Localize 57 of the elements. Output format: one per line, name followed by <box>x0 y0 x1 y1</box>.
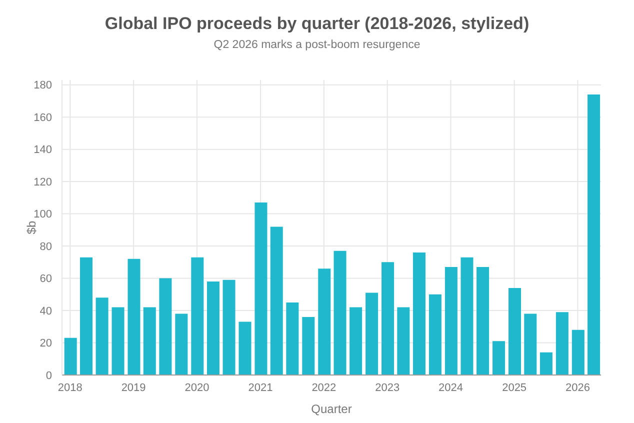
bar <box>254 202 268 375</box>
bar <box>80 257 92 375</box>
x-tick-label: 2019 <box>121 382 146 394</box>
y-tick-label: 180 <box>34 80 52 92</box>
bar <box>460 257 474 375</box>
bar <box>572 330 584 375</box>
bar <box>191 257 204 375</box>
bar <box>350 307 362 375</box>
bar <box>286 302 299 375</box>
y-tick-label: 60 <box>40 273 52 286</box>
bar <box>64 338 77 375</box>
y-tick-label: 20 <box>40 338 52 350</box>
x-tick-label: 2026 <box>565 382 590 394</box>
bar <box>270 226 283 375</box>
bar <box>412 252 426 375</box>
x-tick-label: 2025 <box>502 382 527 394</box>
bar <box>540 352 552 375</box>
bar <box>556 312 568 375</box>
bar <box>175 314 188 375</box>
x-tick-label: 2018 <box>58 382 82 394</box>
bar <box>238 322 252 375</box>
bar <box>492 341 506 375</box>
y-tick-label: 140 <box>34 144 52 156</box>
bar <box>428 294 442 375</box>
bar <box>524 314 537 375</box>
bar <box>397 307 410 375</box>
bar <box>366 292 378 375</box>
bar <box>444 266 458 375</box>
chart-title: Global IPO proceeds by quarter (2018-2026, stylized) <box>104 13 530 35</box>
bar <box>96 298 108 375</box>
bar <box>112 307 124 375</box>
bar <box>143 307 156 375</box>
bar <box>476 266 490 375</box>
y-axis-title: $b <box>24 220 38 234</box>
y-tick-label: 160 <box>34 112 52 124</box>
x-tick-label: 2021 <box>248 382 273 394</box>
bar <box>382 262 394 375</box>
bar <box>128 258 140 375</box>
x-tick-label: 2024 <box>438 382 463 394</box>
x-tick-label: 2023 <box>375 382 400 394</box>
bar <box>508 288 522 375</box>
x-tick-label: 2020 <box>184 382 210 394</box>
bar <box>334 250 346 375</box>
y-tick-label: 0 <box>46 370 52 382</box>
bar <box>302 316 315 375</box>
bar <box>206 282 220 375</box>
y-tick-label: 100 <box>34 208 52 221</box>
bar <box>159 278 172 375</box>
x-tick-label: 2022 <box>312 382 336 394</box>
bar <box>588 94 600 375</box>
chart-subtitle: Q2 2026 marks a post-boom resurgence <box>212 38 422 53</box>
y-tick-label: 80 <box>40 240 52 253</box>
x-axis-title: Quarter <box>311 402 352 416</box>
bar <box>318 268 331 375</box>
bar <box>222 280 236 375</box>
y-tick-label: 40 <box>40 305 52 318</box>
y-tick-label: 120 <box>34 176 52 188</box>
